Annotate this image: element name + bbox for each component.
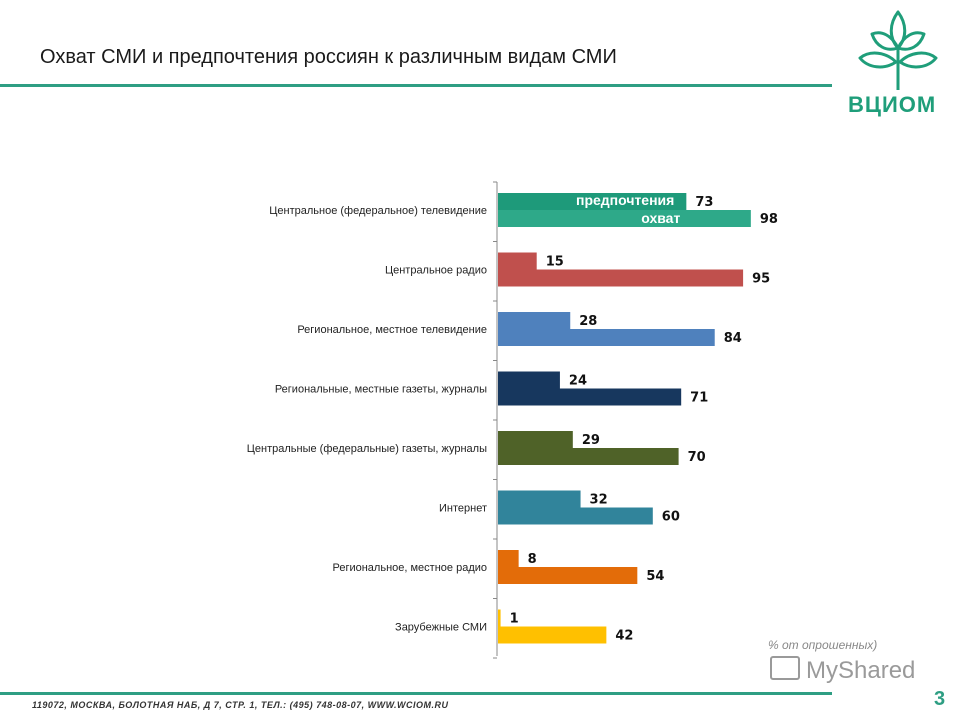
category-label: Региональное, местное радио	[332, 562, 487, 574]
value-label-reach: 54	[646, 569, 664, 584]
bar-preference	[498, 193, 687, 210]
bar-reach	[498, 448, 679, 465]
bar-preference	[498, 431, 573, 448]
category-label: Интернет	[439, 503, 487, 515]
value-label-preference: 1	[510, 612, 519, 627]
value-label-preference: 24	[569, 374, 587, 389]
watermark-text: MyShared	[806, 657, 916, 684]
bar-preference	[498, 550, 519, 567]
watermark-icon	[770, 656, 800, 680]
bar-preference	[498, 490, 581, 508]
top-divider	[0, 84, 832, 87]
vciom-logo-icon	[858, 10, 938, 90]
value-label-reach: 95	[752, 272, 770, 287]
category-label: Региональное, местное телевидение	[297, 324, 487, 336]
bottom-divider	[0, 692, 832, 695]
category-label: Региональные, местные газеты, журналы	[275, 384, 487, 396]
bar-preference	[498, 609, 501, 627]
watermark: MyShared	[770, 656, 915, 685]
value-label-preference: 73	[695, 195, 713, 210]
bar-reach	[498, 269, 744, 287]
series-label-preference: предпочтения	[576, 192, 674, 208]
value-label-preference: 29	[582, 433, 600, 448]
bar-preference	[498, 312, 571, 329]
bar-reach	[498, 210, 751, 227]
value-label-preference: 32	[590, 493, 608, 508]
unit-note: % от опрошенных)	[768, 638, 878, 652]
bar-preference	[498, 252, 537, 270]
value-label-reach: 84	[724, 331, 742, 346]
bar-reach	[498, 388, 682, 406]
bar-preference	[498, 371, 560, 389]
series-label-reach: охват	[641, 210, 680, 226]
page-title: Охват СМИ и предпочтения россиян к разли…	[40, 46, 617, 68]
logo-text: ВЦИОМ	[848, 92, 937, 117]
value-label-reach: 42	[615, 629, 633, 644]
bar-reach	[498, 626, 607, 644]
value-label-reach: 70	[688, 450, 706, 465]
value-label-preference: 28	[579, 314, 597, 329]
value-label-preference: 15	[546, 255, 564, 270]
footer-address: 119072, МОСКВА, БОЛОТНАЯ НАБ, Д 7, СТР. …	[32, 700, 449, 710]
value-label-preference: 8	[528, 552, 537, 567]
category-label: Центральное радио	[385, 265, 487, 277]
value-label-reach: 71	[690, 391, 708, 406]
bar-reach	[498, 507, 653, 525]
category-label: Центральные (федеральные) газеты, журнал…	[247, 443, 487, 455]
category-label: Зарубежные СМИ	[395, 622, 487, 634]
category-label: Центральное (федеральное) телевидение	[269, 205, 487, 217]
bar-reach	[498, 567, 638, 584]
value-label-reach: 60	[662, 510, 680, 525]
value-label-reach: 98	[760, 212, 778, 227]
page-number: 3	[934, 688, 946, 710]
bar-reach	[498, 329, 715, 346]
